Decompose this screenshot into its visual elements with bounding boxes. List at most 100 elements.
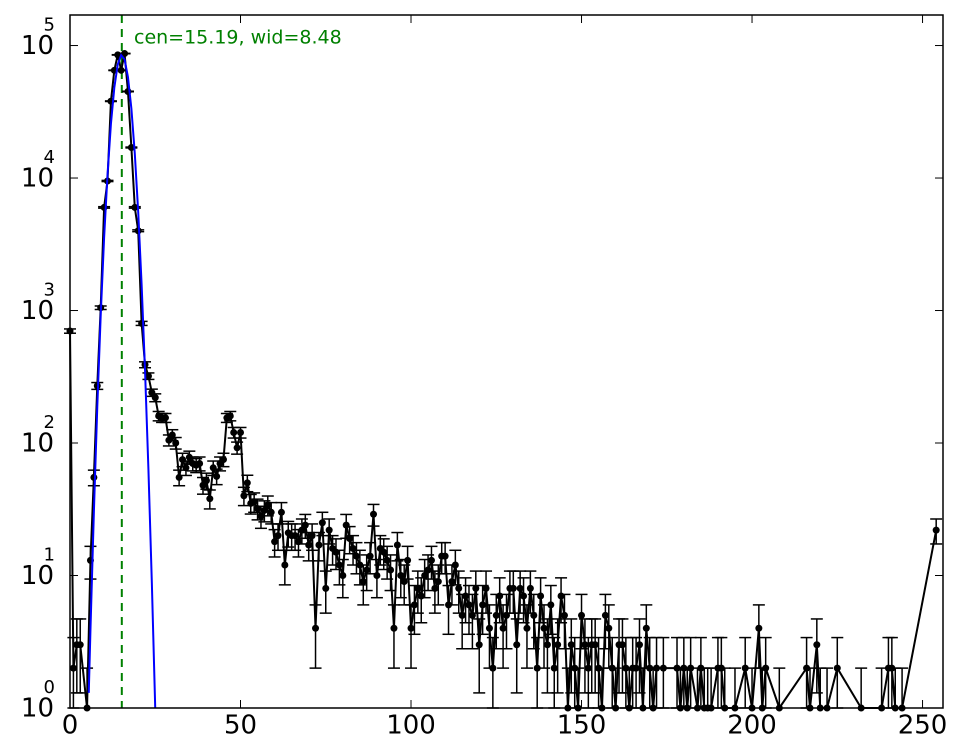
data-point <box>359 578 367 586</box>
data-point <box>496 592 504 600</box>
data-point <box>407 624 415 632</box>
data-point <box>635 641 643 649</box>
data-point <box>397 572 405 580</box>
annotation: cen=15.19, wid=8.48 <box>134 27 342 49</box>
y-tick-exponent: 3 <box>44 280 55 301</box>
data-point <box>233 444 241 452</box>
data-point <box>69 664 77 672</box>
data-point <box>182 464 190 472</box>
plot-area <box>70 15 943 708</box>
y-tick-label: 10 <box>21 561 54 591</box>
data-point <box>537 592 545 600</box>
data-point <box>659 664 667 672</box>
data-point <box>605 624 613 632</box>
data-point <box>393 541 401 549</box>
data-point <box>281 561 289 569</box>
data-point <box>584 664 592 672</box>
data-point <box>451 561 459 569</box>
data-point <box>305 541 313 549</box>
data-point <box>196 460 204 468</box>
data-point <box>581 641 589 649</box>
data-point <box>325 526 333 534</box>
data-point <box>427 556 435 564</box>
data-point <box>755 624 763 632</box>
data-point <box>144 372 152 380</box>
data-point <box>417 592 425 600</box>
data-point <box>274 532 282 540</box>
data-point <box>567 641 575 649</box>
data-point <box>591 641 599 649</box>
data-point <box>370 510 378 518</box>
data-point <box>550 664 558 672</box>
y-tick-exponent: 4 <box>44 147 55 168</box>
x-tick-label: 250 <box>898 711 948 741</box>
data-point <box>741 664 749 672</box>
data-point <box>315 541 323 549</box>
data-point <box>243 479 251 487</box>
data-point <box>540 624 548 632</box>
data-point <box>387 566 395 574</box>
data-point <box>373 572 381 580</box>
data-point <box>455 584 463 592</box>
data-point <box>687 664 695 672</box>
data-point <box>213 472 221 480</box>
data-point <box>335 561 343 569</box>
data-point <box>434 578 442 586</box>
x-tick-label: 0 <box>62 711 79 741</box>
y-tick-exponent: 1 <box>44 545 55 566</box>
data-point <box>632 664 640 672</box>
data-point <box>131 203 139 211</box>
data-point <box>543 641 551 649</box>
data-point <box>161 414 169 422</box>
data-point <box>277 508 285 516</box>
y-tick-label: 10 <box>21 31 54 61</box>
data-point <box>404 556 412 564</box>
data-point <box>421 572 429 580</box>
data-point <box>346 535 354 543</box>
data-point <box>352 552 360 560</box>
data-point <box>312 624 320 632</box>
y-tick-exponent: 2 <box>44 412 55 433</box>
data-point <box>475 641 483 649</box>
x-tick-label: 100 <box>386 711 436 741</box>
data-point <box>117 66 125 74</box>
data-point <box>479 601 487 609</box>
data-point <box>257 512 265 520</box>
data-point <box>240 492 248 500</box>
data-point <box>462 592 470 600</box>
data-point <box>301 521 309 529</box>
data-point <box>230 429 238 437</box>
data-point <box>179 456 187 464</box>
data-point <box>76 641 84 649</box>
plot-frame <box>69 14 944 709</box>
data-point <box>366 552 374 560</box>
data-point <box>642 624 650 632</box>
data-point <box>121 50 129 58</box>
data-point <box>308 532 316 540</box>
data-point <box>168 431 176 439</box>
data-point <box>523 624 531 632</box>
data-point <box>520 592 528 600</box>
fit-line <box>87 53 157 708</box>
data-point <box>390 624 398 632</box>
data-point <box>342 521 350 529</box>
data-point <box>516 584 524 592</box>
data-point <box>237 429 245 437</box>
data-point <box>363 566 371 574</box>
data-point <box>431 584 439 592</box>
x-tick-label: 150 <box>557 711 607 741</box>
data-point <box>250 498 258 506</box>
data-point <box>485 624 493 632</box>
data-point <box>219 456 227 464</box>
data-point <box>578 611 586 619</box>
data-point <box>318 519 326 527</box>
data-point <box>458 611 466 619</box>
y-tick-label: 10 <box>21 296 54 326</box>
data-point <box>547 601 555 609</box>
x-tick-label: 200 <box>727 711 777 741</box>
data-point <box>465 601 473 609</box>
data-point <box>202 477 210 485</box>
data-point <box>271 538 279 546</box>
data-point <box>653 664 661 672</box>
data-point <box>554 641 562 649</box>
